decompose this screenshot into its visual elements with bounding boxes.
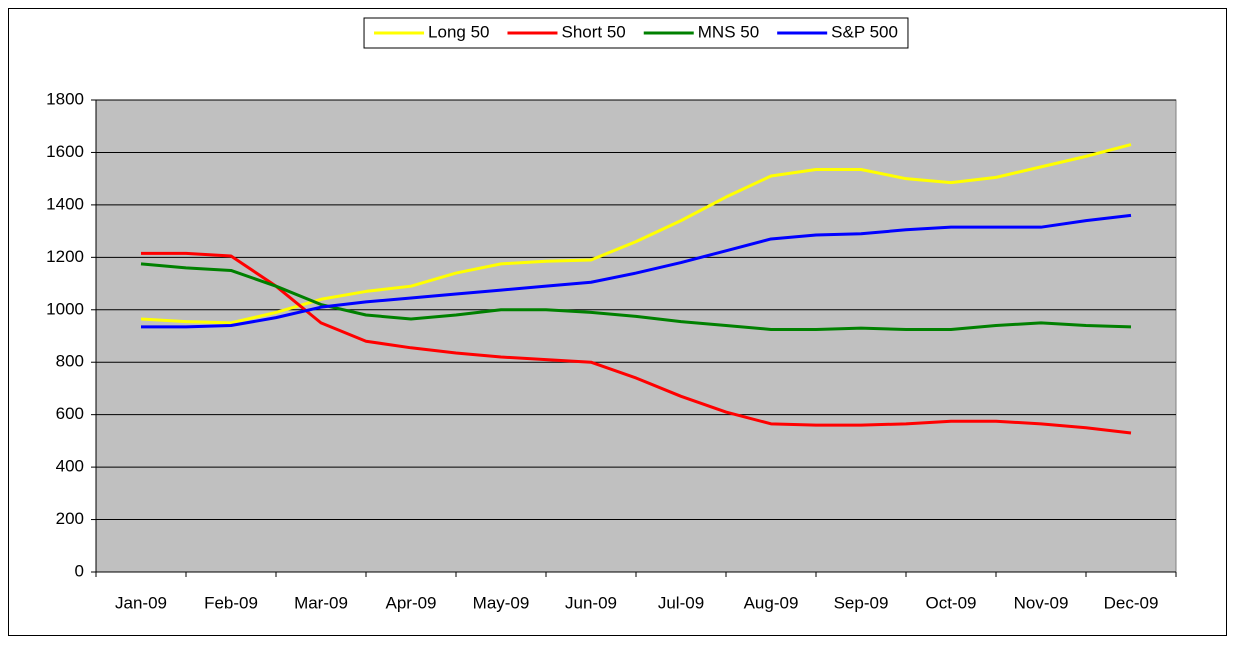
series-line xyxy=(140,262,1132,331)
x-tick-label: Apr-09 xyxy=(385,593,436,612)
legend-label: Short 50 xyxy=(561,22,625,41)
y-tick-label: 1800 xyxy=(46,89,84,108)
legend-label: Long 50 xyxy=(428,22,489,41)
x-tick-label: Mar-09 xyxy=(294,593,348,612)
x-tick-label: Feb-09 xyxy=(204,593,258,612)
legend-label: S&P 500 xyxy=(831,22,898,41)
x-tick-label: May-09 xyxy=(473,593,530,612)
legend-label: MNS 50 xyxy=(698,22,759,41)
legend: Long 50 Short 50 MNS 50 S&P 500 xyxy=(363,17,909,49)
x-tick-label: Oct-09 xyxy=(925,593,976,612)
series-line xyxy=(141,213,1132,329)
y-tick-label: 800 xyxy=(56,352,84,371)
x-tick-label: Dec-09 xyxy=(1104,593,1159,612)
y-tick-label: 0 xyxy=(75,561,84,580)
y-tick-label: 600 xyxy=(56,404,84,423)
x-tick-label: Jan-09 xyxy=(115,593,167,612)
x-tick-label: Aug-09 xyxy=(744,593,799,612)
y-tick-label: 200 xyxy=(56,509,84,528)
series-line xyxy=(140,143,1132,325)
x-tick-label: Sep-09 xyxy=(834,593,889,612)
y-tick-label: 400 xyxy=(56,457,84,476)
x-tick-label: Jun-09 xyxy=(565,593,617,612)
y-tick-label: 1000 xyxy=(46,299,84,318)
x-tick-label: Nov-09 xyxy=(1014,593,1069,612)
y-tick-label: 1600 xyxy=(46,142,84,161)
y-tick-label: 1400 xyxy=(46,194,84,213)
x-tick-label: Jul-09 xyxy=(658,593,704,612)
y-tick-label: 1200 xyxy=(46,247,84,266)
plot-area xyxy=(95,99,1177,573)
